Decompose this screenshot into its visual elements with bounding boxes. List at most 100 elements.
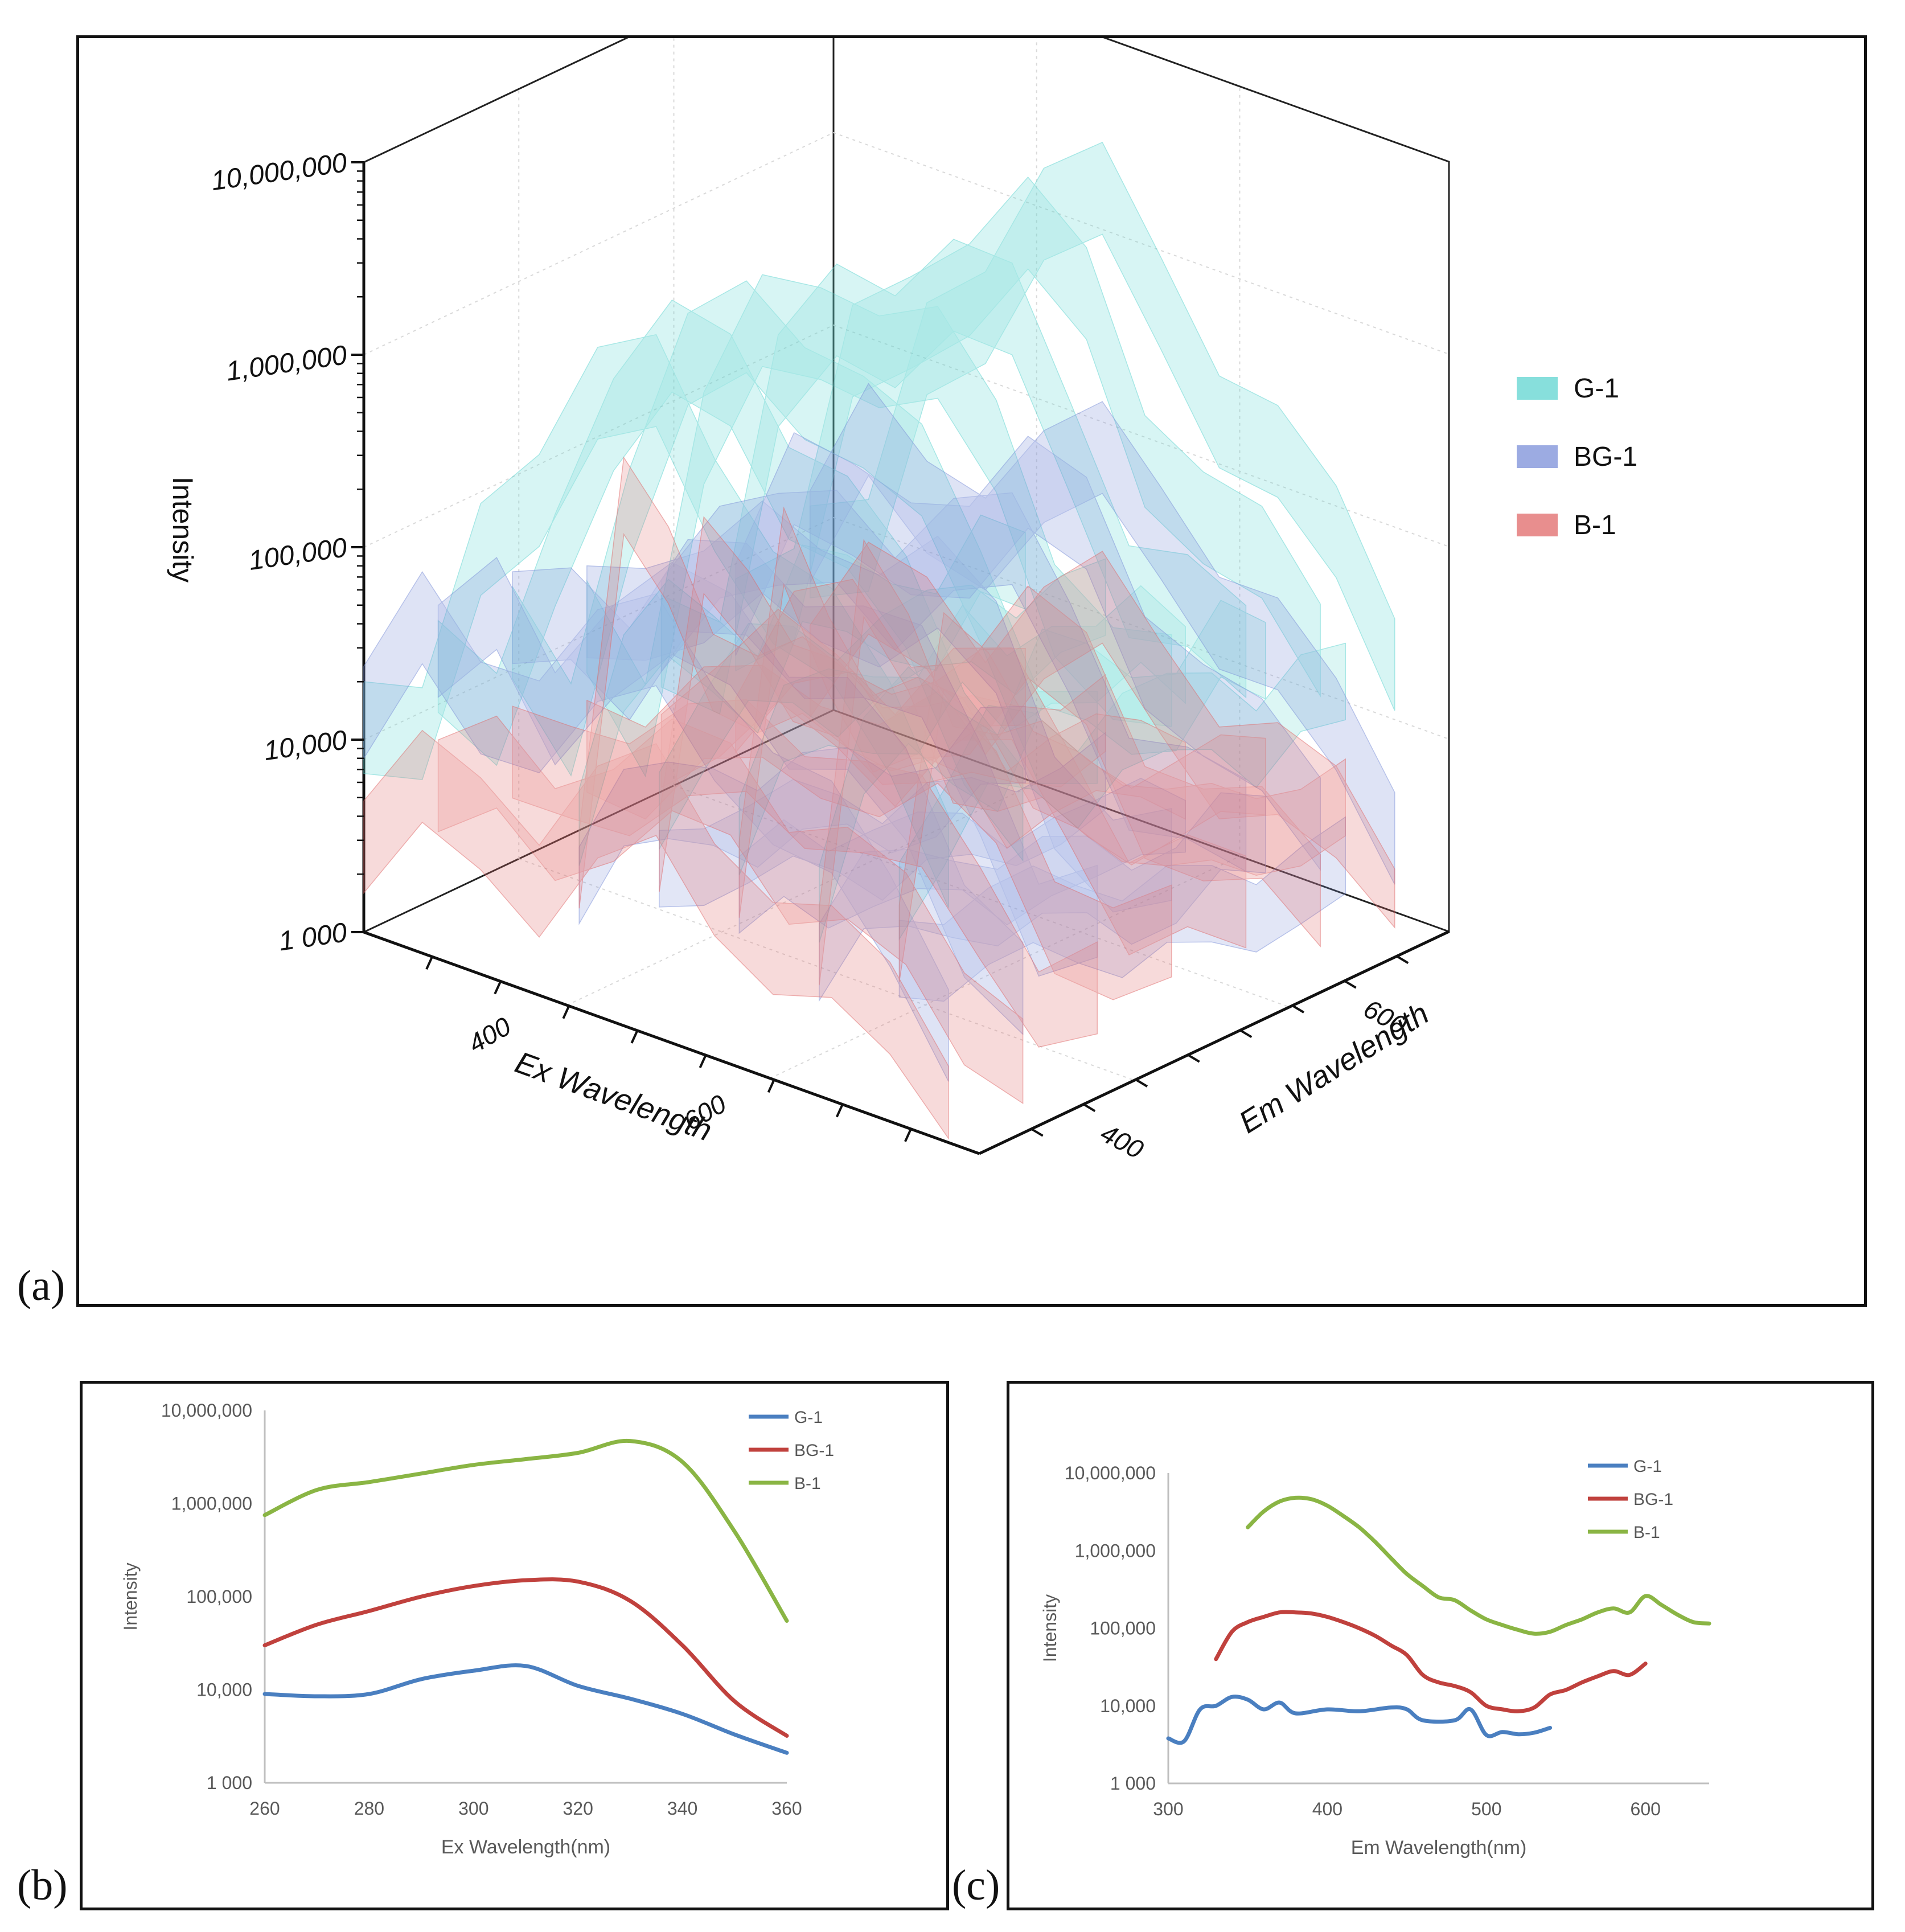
x-tick-label: 340 [667,1798,697,1819]
ex-tick [630,1030,639,1044]
z-axis-title: Intensity [167,477,199,583]
x-tick-label: 600 [1631,1799,1661,1819]
surface-ribbon-B-1 [738,506,1186,918]
x-tick-label: 300 [1153,1799,1183,1819]
y-axis-title: Intensity [120,1562,141,1630]
em-tick [1239,1029,1253,1039]
panel-label-c: (c) [952,1861,1000,1909]
surface-ribbon-B-1 [810,542,1395,929]
x-tick-label: 280 [354,1798,384,1819]
panel-c-frame: 1 000 10,000 100,000 1,000,000 10,000,000 300… [1007,1381,1874,1910]
legend-label-B-1: B-1 [794,1474,821,1493]
z-tick-label: 10,000,000 [209,147,349,196]
surface-ribbon-B-1 [363,729,949,1140]
panel-label-a: (a) [17,1262,65,1310]
surface-ribbon-B-1 [659,516,1106,892]
x-tick-label: 500 [1471,1799,1501,1819]
y-axis-title: Intensity [1040,1594,1060,1662]
series-line-BG-1 [262,1577,789,1738]
surface-ribbon-B-1 [898,612,1346,982]
em-tick [1083,1103,1096,1113]
legend-label-BG-1: BG-1 [1633,1490,1673,1509]
y-tick-label: 10,000 [196,1680,252,1700]
ex-axis-line [363,930,980,1155]
legend-label-BG-1: BG-1 [794,1441,834,1460]
surface-ribbon-B-1 [578,456,1026,909]
y-tick-label: 1,000,000 [1075,1540,1156,1561]
x-tick-label: 260 [249,1798,280,1819]
surface-ribbon-BG-1 [659,732,1106,908]
em-tick [1344,979,1357,989]
surface-ribbon-B-1 [735,579,1321,947]
series-line-G-1 [262,1663,789,1755]
y-tick-label: 100,000 [1090,1618,1156,1639]
x-tick-label: 360 [771,1798,802,1819]
z-tick-label: 1 000 [277,917,349,957]
wall-gridline [363,516,1450,740]
em-tick [1291,1004,1305,1014]
surface-ribbon-BG-1 [578,705,1026,925]
legend-label-BG-1: BG-1 [1574,442,1637,472]
surface-B-1 [363,456,1395,1140]
x-axis-title: Ex Wavelength(nm) [441,1836,610,1858]
legend-label-B-1: B-1 [1633,1523,1660,1542]
em-tick-label: 400 [1096,1118,1149,1164]
z-tick-label: 10,000 [262,725,349,766]
em-axis-line [978,930,1450,1155]
series-line-B-1 [1246,1495,1711,1636]
y-tick-label: 1 000 [1110,1773,1156,1794]
em-tick [1187,1053,1200,1063]
ex-tick-label: 400 [463,1011,516,1059]
y-tick-label: 10,000 [1100,1696,1156,1716]
ex-tick [767,1079,775,1093]
ex-axis-title: Ex Wavelength [511,1045,716,1148]
floor-gridline [566,782,1037,1006]
z-tick-label: 100,000 [247,532,349,576]
ex-tick [562,1005,570,1019]
chart-b: 1 000 10,000 100,000 1,000,000 10,000,000 260… [120,1400,834,1858]
wall-gridline [363,324,1450,548]
legend-swatch-BG-1 [1517,445,1558,468]
surface-ribbon-G-1 [735,176,1321,698]
em-tick [1030,1127,1044,1137]
legend-label-G-1: G-1 [1633,1457,1662,1476]
em-tick [1135,1078,1148,1088]
y-tick-label: 1,000,000 [171,1494,252,1514]
surface-ribbon-G-1 [437,300,1024,862]
ex-tick [494,981,502,995]
series-line-G-1 [1166,1695,1553,1745]
x-axis-title: Em Wavelength(nm) [1351,1837,1527,1859]
chart-a: 1 000 10,000 100,000 1,000,000 10,000,000 Int… [167,38,1637,1164]
surface-ribbon-G-1 [660,239,1247,715]
ex-tick [425,956,433,970]
panel-a-frame: 1 000 10,000 100,000 1,000,000 10,000,000 Int… [76,35,1867,1307]
ex-tick [835,1104,844,1118]
surface-ribbon-B-1 [586,664,1172,1000]
surface-ribbon-BG-1 [738,777,1186,934]
x-tick-label: 400 [1312,1799,1342,1819]
z-tick-label: 1,000,000 [224,340,349,387]
surface-ribbon-B-1 [437,715,1024,1104]
chart-c: 1 000 10,000 100,000 1,000,000 10,000,000 300… [1040,1457,1711,1859]
surface-ribbon-B-1 [819,539,1266,986]
surface-ribbon-G-1 [586,274,1172,778]
panel-label-b: (b) [17,1861,68,1909]
x-tick-label: 300 [458,1798,488,1819]
surface-ribbon-BG-1 [898,816,1346,1002]
legend-label-G-1: G-1 [1574,374,1619,404]
y-tick-label: 100,000 [186,1586,252,1607]
y-tick-label: 10,000,000 [161,1400,252,1421]
em-tick [1396,955,1409,965]
ex-tick [904,1128,912,1142]
surface-ribbon-B-1 [512,699,1098,1048]
legend-label-B-1: B-1 [1574,510,1616,540]
y-tick-label: 10,000,000 [1065,1463,1156,1483]
x-tick-label: 320 [563,1798,593,1819]
ex-tick [699,1055,707,1068]
floor-gridline [770,855,1240,1079]
surface-ribbon-G-1 [810,142,1395,711]
surface-ribbon-G-1 [512,280,1098,784]
series-line-BG-1 [1214,1610,1648,1713]
surface-BG-1 [363,383,1395,1082]
y-tick-label: 1 000 [207,1773,252,1793]
